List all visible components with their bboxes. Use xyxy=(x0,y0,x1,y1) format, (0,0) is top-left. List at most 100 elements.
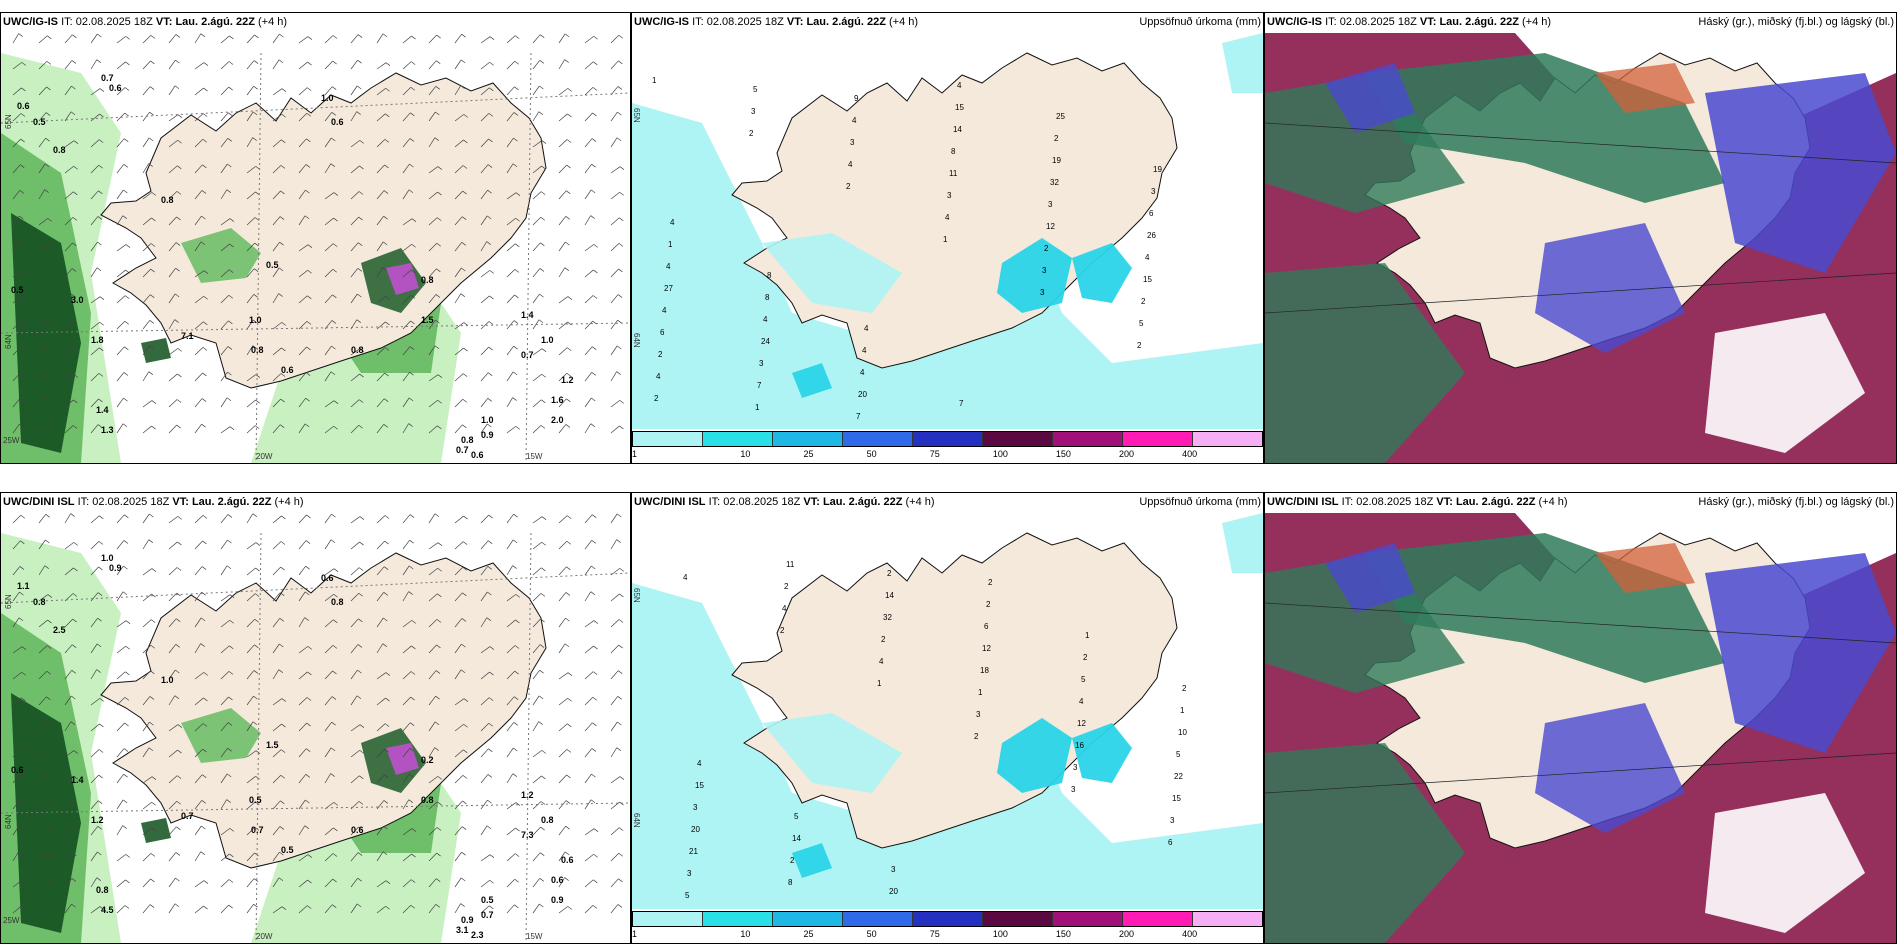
wind-speed-label: 0.5 xyxy=(481,895,494,905)
wind-barb xyxy=(324,827,334,836)
wind-barb xyxy=(194,617,202,628)
wind-barb-feather xyxy=(21,880,26,884)
wind-barb xyxy=(402,372,410,382)
wind-barb xyxy=(194,321,204,330)
wind-barb-feather xyxy=(47,218,52,222)
wind-barb-feather xyxy=(434,721,440,726)
wind-barb xyxy=(584,905,594,914)
precip-value-label: 3 xyxy=(1170,816,1175,825)
wind-barb xyxy=(142,904,151,914)
wind-speed-label: 1.2 xyxy=(521,790,534,800)
wind-barb-feather xyxy=(514,60,519,65)
wind-barb xyxy=(116,215,124,226)
wind-barb xyxy=(610,747,618,758)
wind-barb-feather xyxy=(436,619,442,623)
wind-barb xyxy=(480,646,491,654)
precip-map-row1: 65N64N1221322344354533222141112156798344… xyxy=(632,13,1263,463)
wind-speed-label: 0.6 xyxy=(321,573,334,583)
wind-barb-feather xyxy=(592,87,598,91)
wind-barb-feather xyxy=(359,541,364,546)
wind-barb-feather xyxy=(44,163,50,168)
wind-barb-feather xyxy=(410,671,416,675)
wind-barb xyxy=(142,345,150,356)
longitude-label: 20W xyxy=(256,452,273,461)
wind-speed-label: 0.7 xyxy=(251,825,264,835)
wind-barb-feather xyxy=(409,371,414,376)
wind-barb xyxy=(116,774,124,784)
wind-barb xyxy=(142,400,153,408)
precip-value-label: 4 xyxy=(852,116,857,125)
wind-barb xyxy=(64,670,73,680)
wind-barb xyxy=(298,36,309,44)
wind-barb xyxy=(246,191,256,200)
precip-value-label: 6 xyxy=(660,328,665,337)
wind-barb-feather xyxy=(20,138,25,143)
precip-value-label: 11 xyxy=(786,560,795,569)
wind-barb xyxy=(64,268,73,278)
panel-precip-row2: 65N 64N 4 2 1 2 3 6 5 4 4 3 3 3 3 2 2 1 16 15 21 11 32 18 12 22 20… xyxy=(631,492,1264,944)
panel-header: UWC/DINI ISL IT: 02.08.2025 18Z VT: Lau.… xyxy=(634,496,935,508)
wind-barb xyxy=(610,904,619,914)
wind-barb xyxy=(298,321,308,330)
wind-barb-feather xyxy=(385,87,390,92)
wind-barb-feather xyxy=(332,86,337,90)
wind-barb-feather xyxy=(280,566,285,571)
wind-barb-feather xyxy=(331,137,336,142)
wind-barb-feather xyxy=(46,86,51,91)
wind-speed-label: 1.3 xyxy=(101,425,114,435)
wind-barb xyxy=(558,723,568,732)
wind-barb-feather xyxy=(47,243,52,248)
wind-barb-feather xyxy=(330,163,336,167)
wind-barb xyxy=(142,86,151,96)
wind-barb-feather xyxy=(177,373,182,378)
wind-barb-feather xyxy=(515,243,520,248)
wind-barb xyxy=(324,747,332,758)
wind-barb xyxy=(506,878,516,888)
wind-barb-feather xyxy=(125,269,130,274)
wind-barb xyxy=(506,269,516,278)
precip-value-label: 4 xyxy=(666,262,671,271)
wind-speed-label: 2.0 xyxy=(551,415,564,425)
wind-barb xyxy=(558,592,567,602)
wind-barb xyxy=(532,399,542,408)
wind-barb xyxy=(610,593,620,602)
wind-barb-feather xyxy=(96,643,102,648)
wind-barb-feather xyxy=(358,592,363,597)
wind-barb-feather xyxy=(358,424,363,429)
wind-barb-feather xyxy=(306,905,312,909)
wind-barb xyxy=(116,397,124,408)
wind-barb-feather xyxy=(333,593,338,598)
wind-barb-feather xyxy=(593,35,598,40)
wind-barb xyxy=(506,747,514,758)
wind-barb xyxy=(324,593,334,602)
wind-speed-label: 0.7 xyxy=(101,73,114,83)
precip-value-label: 1 xyxy=(877,679,882,688)
wind-barb xyxy=(558,372,568,382)
wind-barb xyxy=(610,294,619,304)
wind-barb-feather xyxy=(255,567,260,572)
colorbar-swatch xyxy=(773,432,843,446)
wind-barb-feather xyxy=(44,565,50,569)
wind-barb-feather xyxy=(564,59,569,63)
wind-barb xyxy=(298,295,308,304)
wind-barb xyxy=(142,776,153,784)
wind-barb-feather xyxy=(593,853,598,858)
wind-barb-feather xyxy=(489,879,494,884)
colorbar-swatch xyxy=(1193,432,1262,446)
colorbar-swatch xyxy=(983,912,1053,926)
wind-barb-feather xyxy=(71,268,77,272)
wind-barb-feather xyxy=(176,216,181,221)
precip-value-label: 1 xyxy=(1180,706,1185,715)
wind-barb-feather xyxy=(201,591,206,596)
wind-barb-feather xyxy=(540,425,546,429)
wind-barb-feather xyxy=(540,618,545,623)
wind-barb-feather xyxy=(99,347,104,352)
wind-barb-feather xyxy=(539,293,544,298)
wind-barb xyxy=(376,190,385,200)
wind-barb-feather xyxy=(176,424,181,429)
wind-barb-feather xyxy=(123,397,128,402)
precip-value-label: 2 xyxy=(988,578,993,587)
wind-barb-feather xyxy=(515,802,521,806)
wind-barb xyxy=(116,879,126,888)
wind-barb xyxy=(610,644,619,654)
